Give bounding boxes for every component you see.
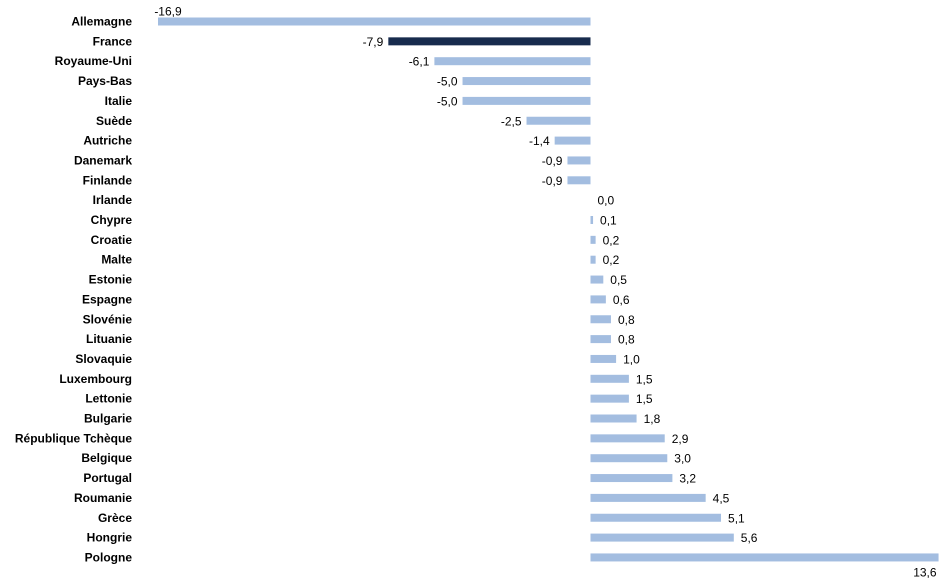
bar-bulgarie xyxy=(590,414,637,423)
bar-republique-tcheque xyxy=(590,434,665,443)
value-label-belgique: 3,0 xyxy=(674,452,691,466)
value-label-finlande: -0,9 xyxy=(542,174,563,188)
bar-croatie xyxy=(590,235,596,244)
category-label-finlande: Finlande xyxy=(83,173,133,187)
value-label-hongrie: 5,6 xyxy=(741,531,758,545)
category-label-hongrie: Hongrie xyxy=(87,531,133,545)
bar-luxembourg xyxy=(590,374,629,383)
bar-lettonie xyxy=(590,394,629,403)
category-label-irlande: Irlande xyxy=(93,193,133,207)
value-label-italie: -5,0 xyxy=(437,94,458,108)
category-labels-group: Allemagne France Royaume-Uni Pays-Bas Italie… xyxy=(15,15,132,565)
value-label-france: -7,9 xyxy=(363,35,384,49)
bar-estonie xyxy=(590,275,604,284)
value-label-suede: -2,5 xyxy=(501,114,522,128)
value-label-roumanie: 4,5 xyxy=(713,491,730,505)
value-label-pologne: 13,6 xyxy=(913,565,937,579)
value-label-bulgarie: 1,8 xyxy=(644,412,661,426)
value-label-slovenie: 0,8 xyxy=(618,313,635,327)
value-label-royaume-uni: -6,1 xyxy=(409,55,430,69)
category-label-lituanie: Lituanie xyxy=(86,332,132,346)
bar-espagne xyxy=(590,295,606,304)
bar-france xyxy=(388,37,591,46)
bar-autriche xyxy=(554,136,591,145)
value-label-danemark: -0,9 xyxy=(542,154,563,168)
bar-slovenie xyxy=(590,315,611,324)
value-label-malte: 0,2 xyxy=(603,253,620,267)
value-labels-group: -16,9 -7,9 -6,1 -5,0 -5,0 -2,5 -1,4 -0,9 -0,9 0,0… xyxy=(154,5,937,580)
bar-royaume-uni xyxy=(434,57,591,66)
bar-slovaquie xyxy=(590,354,617,363)
bar-suede xyxy=(526,116,591,125)
category-label-estonie: Estonie xyxy=(89,273,133,287)
category-label-allemagne: Allemagne xyxy=(71,15,132,29)
bar-pologne xyxy=(590,553,939,562)
value-label-lettonie: 1,5 xyxy=(636,392,653,406)
category-label-croatie: Croatie xyxy=(91,233,133,247)
value-label-lituanie: 0,8 xyxy=(618,333,635,347)
value-label-luxembourg: 1,5 xyxy=(636,372,653,386)
value-label-estonie: 0,5 xyxy=(610,273,627,287)
bar-malte xyxy=(590,255,596,264)
bars-group xyxy=(158,17,939,562)
value-label-portugal: 3,2 xyxy=(679,472,696,486)
value-label-pays-bas: -5,0 xyxy=(437,75,458,89)
value-label-slovaquie: 1,0 xyxy=(623,352,640,366)
category-label-grece: Grèce xyxy=(98,511,132,525)
category-label-slovaquie: Slovaquie xyxy=(75,352,132,366)
category-label-royaume-uni: Royaume-Uni xyxy=(55,54,132,68)
bar-italie xyxy=(462,96,591,105)
category-label-suede: Suède xyxy=(96,114,132,128)
category-label-republique-tcheque: République Tchèque xyxy=(15,431,132,445)
bar-allemagne xyxy=(158,17,591,26)
bar-lituanie xyxy=(590,335,611,344)
value-label-chypre: 0,1 xyxy=(600,214,617,228)
category-label-chypre: Chypre xyxy=(91,213,133,227)
category-label-luxembourg: Luxembourg xyxy=(59,372,132,386)
bar-grece xyxy=(590,513,722,522)
category-label-portugal: Portugal xyxy=(83,471,132,485)
value-label-irlande: 0,0 xyxy=(598,194,615,208)
bar-roumanie xyxy=(590,493,706,502)
value-label-autriche: -1,4 xyxy=(529,134,550,148)
category-label-espagne: Espagne xyxy=(82,292,132,306)
value-label-espagne: 0,6 xyxy=(613,293,630,307)
category-label-roumanie: Roumanie xyxy=(74,491,132,505)
value-label-republique-tcheque: 2,9 xyxy=(672,432,689,446)
category-label-pays-bas: Pays-Bas xyxy=(78,74,132,88)
category-label-italie: Italie xyxy=(105,94,133,108)
bar-portugal xyxy=(590,474,673,483)
category-label-slovenie: Slovénie xyxy=(83,312,133,326)
category-label-autriche: Autriche xyxy=(83,134,132,148)
category-label-pologne: Pologne xyxy=(85,550,133,564)
category-label-belgique: Belgique xyxy=(81,451,132,465)
bar-danemark xyxy=(567,156,591,165)
category-label-malte: Malte xyxy=(101,253,132,267)
bar-belgique xyxy=(590,454,668,463)
bar-chypre xyxy=(590,216,594,224)
bar-pays-bas xyxy=(462,77,591,86)
bar-hongrie xyxy=(590,533,734,542)
category-label-danemark: Danemark xyxy=(74,153,132,167)
category-label-france: France xyxy=(93,34,133,48)
value-label-croatie: 0,2 xyxy=(603,233,620,247)
value-label-allemagne: -16,9 xyxy=(154,5,182,19)
category-label-bulgarie: Bulgarie xyxy=(84,412,132,426)
category-label-lettonie: Lettonie xyxy=(85,392,132,406)
value-label-grece: 5,1 xyxy=(728,511,745,525)
bar-finlande xyxy=(567,176,591,185)
